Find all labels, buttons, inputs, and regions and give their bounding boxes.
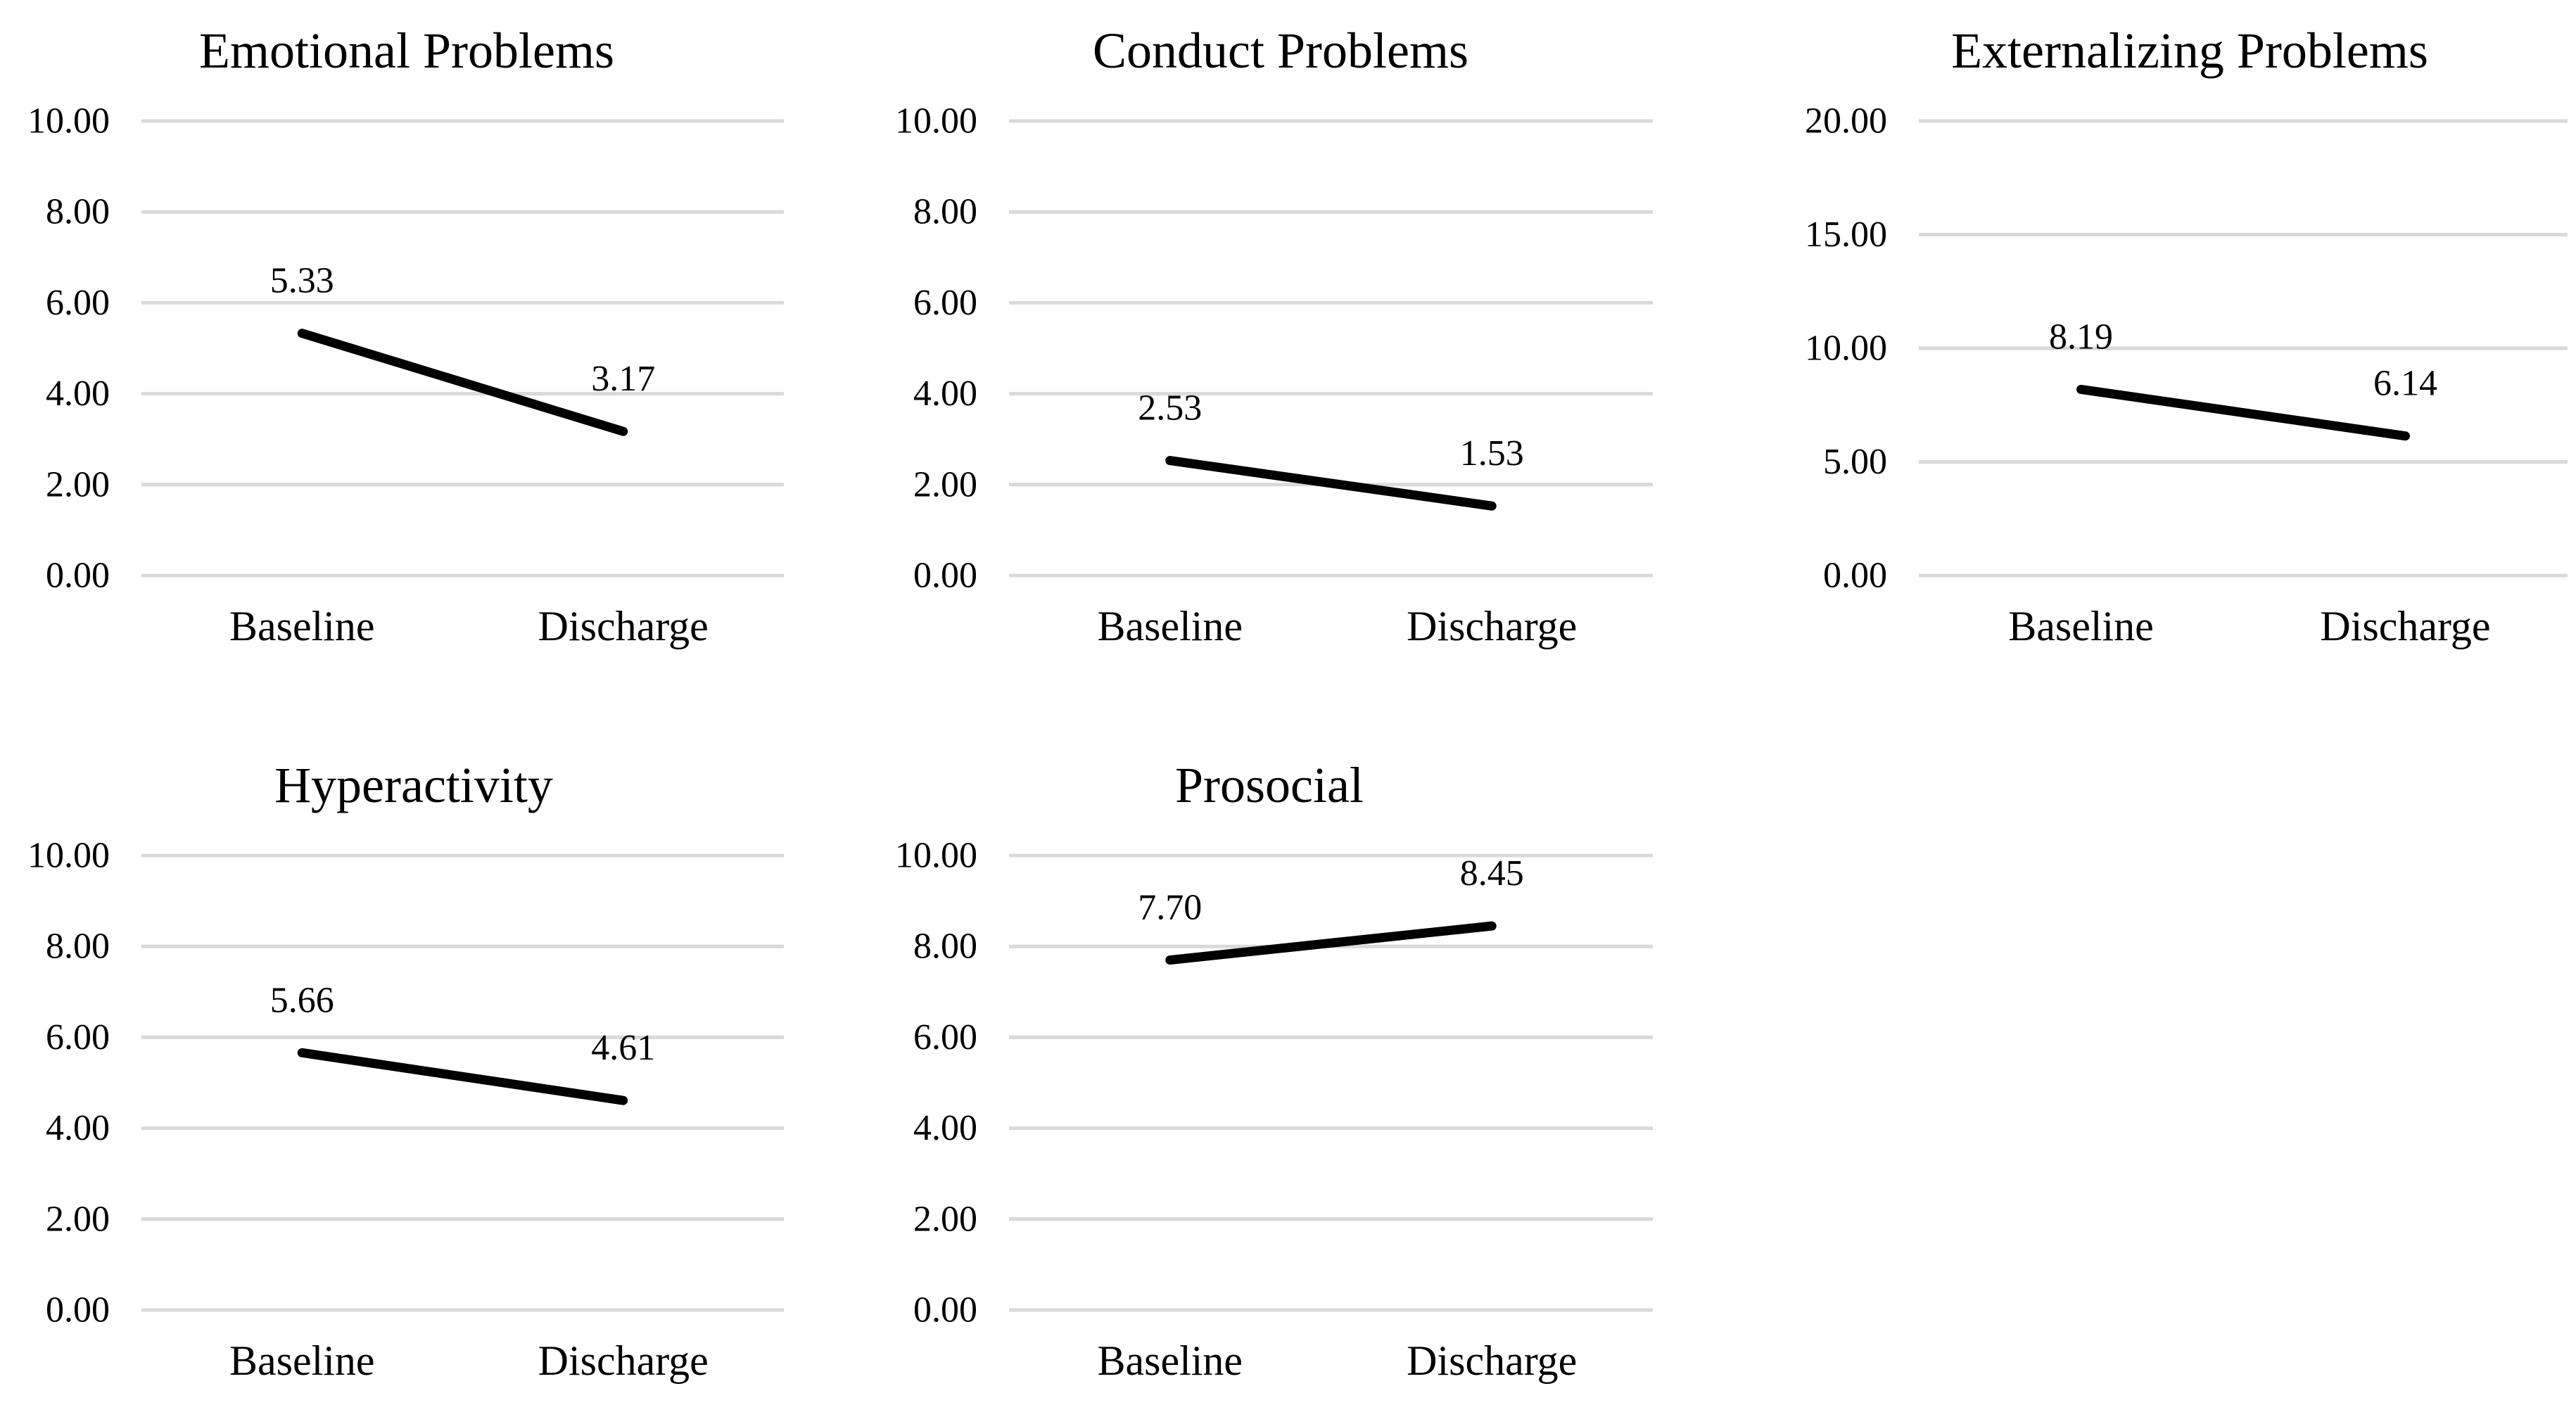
chart-title: Emotional Problems bbox=[199, 23, 614, 79]
y-axis-tick-label: 8.00 bbox=[913, 927, 977, 967]
y-axis-tick-label: 8.00 bbox=[913, 192, 977, 232]
y-axis-tick-label: 2.00 bbox=[913, 464, 977, 504]
y-axis-tick-label: 0.00 bbox=[46, 1290, 110, 1330]
x-category-label: Baseline bbox=[2008, 603, 2154, 649]
chart-prosocial: 0.00 2.00 4.00 6.00 8.00 10.00 Prosocial Baseli… bbox=[858, 704, 1717, 1405]
chart-emotional-problems: 0.00 2.00 4.00 6.00 8.00 10.00 Emotional Probl… bbox=[0, 0, 858, 704]
y-axis-tick-label: 4.00 bbox=[913, 1108, 977, 1148]
chart-title: Prosocial bbox=[1175, 757, 1364, 813]
y-axis-tick-label: 6.00 bbox=[46, 1017, 110, 1057]
chart-externalizing-problems: 0.00 5.00 10.00 15.00 20.00 Externalizing Pro… bbox=[1717, 0, 2576, 704]
conduct-problems-chart-canvas: 0.00 2.00 4.00 6.00 8.00 10.00 Conduct Problem… bbox=[895, 23, 1653, 649]
y-axis-tick-label: 5.00 bbox=[1823, 442, 1887, 482]
chart-title: Conduct Problems bbox=[1093, 23, 1468, 79]
y-axis-tick-label: 0.00 bbox=[1823, 556, 1887, 596]
y-axis-tick-label: 4.00 bbox=[46, 374, 110, 414]
data-point-label: 1.53 bbox=[1460, 433, 1524, 473]
data-point-label: 2.53 bbox=[1138, 388, 1202, 428]
data-point-label: 5.66 bbox=[270, 980, 334, 1020]
y-axis-tick-label: 10.00 bbox=[895, 101, 977, 141]
data-point-label: 3.17 bbox=[591, 359, 655, 399]
y-axis-tick-label: 2.00 bbox=[46, 1199, 110, 1239]
y-axis-tick-label: 2.00 bbox=[913, 1199, 977, 1239]
y-axis-tick-label: 2.00 bbox=[46, 464, 110, 504]
data-point-label: 6.14 bbox=[2373, 364, 2437, 404]
x-category-label: Discharge bbox=[2320, 603, 2490, 649]
y-axis-tick-label: 10.00 bbox=[27, 101, 110, 141]
y-axis-tick-label: 0.00 bbox=[913, 1290, 977, 1330]
x-category-label: Discharge bbox=[1407, 1337, 1577, 1384]
x-category-label: Discharge bbox=[538, 603, 709, 649]
y-axis-tick-label: 4.00 bbox=[913, 374, 977, 414]
data-point-label: 7.70 bbox=[1138, 888, 1202, 928]
chart-conduct-problems: 0.00 2.00 4.00 6.00 8.00 10.00 Conduct Problem… bbox=[858, 0, 1717, 704]
x-category-label: Discharge bbox=[1407, 603, 1577, 649]
y-axis-tick-label: 10.00 bbox=[895, 836, 977, 876]
data-point-label: 8.19 bbox=[2049, 317, 2113, 357]
hyperactivity-chart-canvas: 0.00 2.00 4.00 6.00 8.00 10.00 Hyperactivity Ba… bbox=[27, 757, 784, 1384]
x-category-label: Baseline bbox=[229, 1337, 375, 1384]
chart-title: Hyperactivity bbox=[274, 757, 553, 813]
y-axis-tick-label: 6.00 bbox=[913, 283, 977, 323]
data-line bbox=[1165, 921, 1497, 965]
x-category-label: Discharge bbox=[538, 1337, 709, 1384]
empty-cell bbox=[1717, 704, 2576, 1405]
y-axis-tick-label: 20.00 bbox=[1805, 101, 1887, 141]
x-category-label: Baseline bbox=[229, 603, 375, 649]
y-axis-tick-label: 0.00 bbox=[46, 556, 110, 596]
y-axis-tick-label: 0.00 bbox=[913, 556, 977, 596]
chart-hyperactivity: 0.00 2.00 4.00 6.00 8.00 10.00 Hyperactivity Ba… bbox=[0, 704, 858, 1405]
y-axis-tick-label: 15.00 bbox=[1805, 215, 1887, 255]
emotional-problems-chart-canvas: 0.00 2.00 4.00 6.00 8.00 10.00 Emotional Probl… bbox=[27, 23, 784, 649]
y-axis-tick-label: 8.00 bbox=[46, 927, 110, 967]
data-point-label: 4.61 bbox=[591, 1028, 655, 1068]
data-point-label: 5.33 bbox=[270, 261, 334, 301]
data-line bbox=[297, 329, 628, 436]
y-axis-tick-label: 6.00 bbox=[46, 283, 110, 323]
y-axis-tick-label: 6.00 bbox=[913, 1017, 977, 1057]
chart-title: Externalizing Problems bbox=[1951, 23, 2428, 79]
y-axis-tick-label: 4.00 bbox=[46, 1108, 110, 1148]
x-category-label: Baseline bbox=[1097, 603, 1243, 649]
y-axis-tick-label: 10.00 bbox=[1805, 329, 1887, 369]
y-axis-tick-label: 10.00 bbox=[27, 836, 110, 876]
prosocial-chart-canvas: 0.00 2.00 4.00 6.00 8.00 10.00 Prosocial Baseli… bbox=[895, 757, 1653, 1384]
externalizing-problems-chart-canvas: 0.00 5.00 10.00 15.00 20.00 Externalizing Pro… bbox=[1805, 23, 2568, 649]
data-line bbox=[297, 1048, 628, 1105]
data-point-label: 8.45 bbox=[1460, 853, 1524, 894]
data-line bbox=[1165, 456, 1497, 511]
data-line bbox=[2076, 384, 2410, 441]
x-category-label: Baseline bbox=[1097, 1337, 1243, 1384]
y-axis-tick-label: 8.00 bbox=[46, 192, 110, 232]
